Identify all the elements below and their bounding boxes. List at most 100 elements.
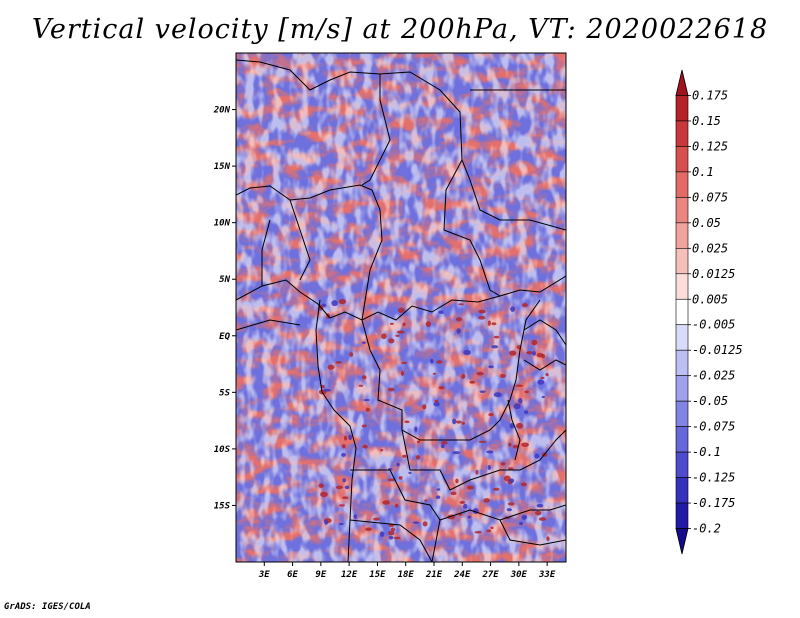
convective-cell [430,358,434,364]
convective-cell [362,444,368,449]
convective-cell [515,384,524,387]
convective-cell [361,375,367,380]
convective-cell [520,482,527,487]
lon-label: 3E [258,570,270,580]
convective-cell [452,418,457,425]
convective-cell [387,387,395,392]
colorbar-label: -0.075 [692,420,735,434]
colorbar-swatch [675,426,689,453]
convective-cell [509,478,515,483]
colorbar-swatch [675,375,689,402]
convective-cell [493,487,500,491]
convective-cell [358,384,364,387]
convective-cell [486,529,492,533]
colorbar-swatch [675,146,689,173]
lat-label: 20N [213,106,231,116]
convective-cell [491,345,499,349]
convective-cell [499,373,506,378]
colorbar-swatch [675,349,689,376]
map-border [235,52,567,563]
convective-cell [546,536,550,542]
convective-cell [455,420,462,424]
longitude-axis: 3E 6E 9E 12E 15E 18E 21E 24E 27E 30E 33E [258,562,556,580]
convective-cell [512,444,520,449]
convective-cell [435,495,441,499]
colorbar-swatch [675,197,689,224]
convective-cell [538,517,547,521]
colorbar-label: 0.025 [692,241,728,255]
convective-cell [541,395,546,399]
colorbar-swatch [675,451,689,478]
convective-cell [522,303,528,308]
convective-cell [487,464,492,470]
colorbar-label: 0.175 [692,88,728,102]
convective-cell [402,322,406,327]
convective-cell [338,298,347,305]
convective-cell [515,422,524,429]
convective-cell [507,502,515,506]
convective-cell [397,307,405,313]
convective-cell [458,303,464,306]
map-frame-group [236,53,566,562]
convective-cell [395,503,399,508]
convective-cell [436,488,441,491]
lat-label: 15S [214,501,231,511]
latitude-axis: 20N 15N 10N 5N EQ 5S 10S 15S [213,106,236,511]
convective-cell [393,536,401,540]
convective-cell [338,504,345,507]
convective-cell [463,349,471,355]
convective-cell [382,500,390,505]
convective-cell [440,444,445,449]
convective-cell [349,352,354,357]
colorbar-label: 0.125 [692,139,728,153]
convective-cell [452,451,461,455]
convective-cell [518,397,523,404]
convective-cell [342,478,346,483]
convective-cell [478,440,487,444]
convective-cell [519,521,524,526]
convective-cell [507,467,514,470]
convective-cell [365,407,370,412]
convective-cell [361,341,366,344]
colorbar-swatch [675,298,689,326]
convective-cell [335,361,342,364]
convective-cell [537,379,545,385]
convective-cell [540,376,545,380]
colorbar-label: 0.15 [692,114,721,128]
convective-cell [396,330,405,334]
convective-cell [478,315,486,320]
convective-cell [455,478,459,484]
lat-label: 10S [214,445,231,455]
convective-cell [395,334,400,337]
convective-cell [414,426,418,432]
convective-cell [532,351,536,356]
convective-cell [422,521,428,527]
convective-cell [396,462,400,467]
convective-cell [450,491,457,496]
convective-cell [365,527,372,531]
colorbar-top-arrow [675,69,689,96]
colorbar-swatch [675,171,689,198]
convective-cell [545,373,549,377]
lon-label: 15E [369,570,386,580]
convective-cell [478,309,486,314]
convective-cell [324,520,329,525]
convective-cell [521,442,529,447]
convective-cell [500,462,506,466]
convective-cell [415,454,421,460]
convective-cell [479,390,486,393]
convective-cell [461,421,465,425]
colorbar-swatch [675,95,689,122]
colorbar-label: -0.05 [692,394,728,408]
lat-label: EQ [219,332,230,342]
convective-cell [488,365,494,369]
convective-cell [424,499,428,502]
colorbar-label: -0.025 [692,369,735,383]
convective-cell [344,485,350,490]
convective-cell [353,514,357,519]
colorbar-swatch [675,400,689,427]
convective-cell [400,370,405,376]
colorbar-swatch [675,477,689,504]
convective-cell [487,320,491,326]
